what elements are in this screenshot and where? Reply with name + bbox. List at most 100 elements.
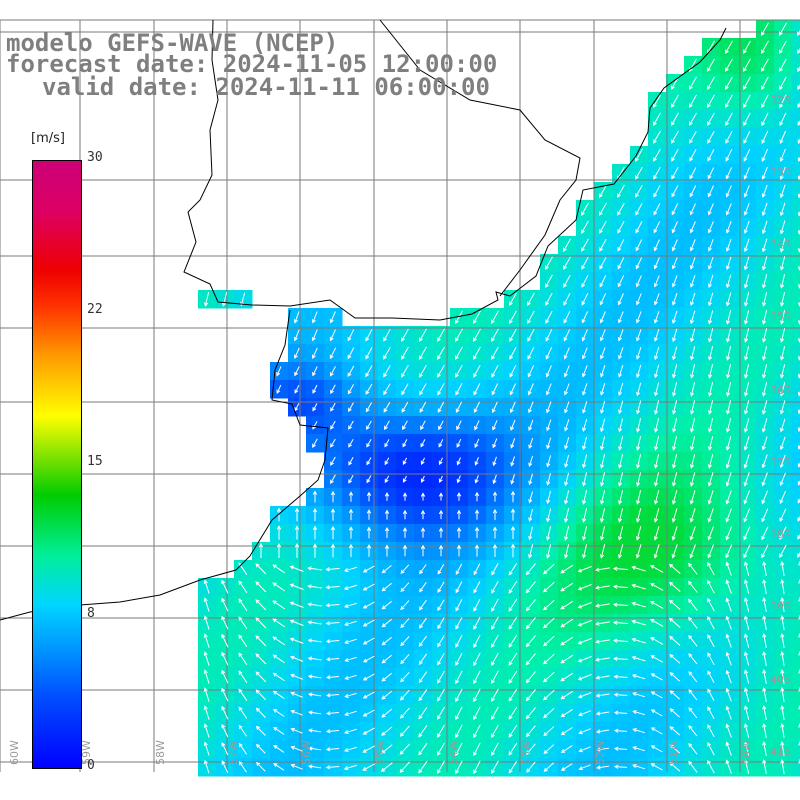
wind-arrow — [456, 527, 462, 538]
wind-arrow — [632, 710, 645, 716]
wind-arrow — [797, 156, 800, 163]
wind-arrow — [438, 420, 444, 431]
wind-arrow — [420, 420, 426, 431]
wind-arrow — [779, 526, 787, 541]
wind-arrow — [473, 670, 481, 685]
wind-arrow — [725, 490, 732, 505]
wind-arrow — [761, 202, 768, 217]
wind-cell — [792, 524, 800, 543]
wind-arrow — [582, 401, 588, 414]
wind-arrow — [307, 602, 322, 607]
wind-arrow — [617, 508, 624, 523]
wind-arrow — [707, 544, 715, 559]
wind-arrow — [563, 274, 571, 288]
wind-arrow — [612, 566, 629, 571]
wind-arrow — [707, 579, 715, 594]
wind-arrow — [294, 543, 300, 558]
wind-arrow — [473, 634, 481, 649]
wind-arrow — [348, 543, 354, 558]
wind-arrow — [631, 655, 646, 662]
wind-speed-cells — [198, 20, 800, 777]
wind-arrow — [221, 633, 229, 648]
wind-arrow — [761, 238, 768, 253]
wind-arrow — [560, 564, 574, 574]
wind-arrow — [383, 328, 391, 342]
wind-arrow — [474, 491, 480, 502]
wind-arrow — [653, 508, 660, 523]
wind-arrow — [600, 383, 606, 396]
wind-arrow — [707, 634, 715, 648]
wind-arrow — [797, 138, 800, 145]
wind-arrow — [742, 58, 751, 73]
wind-arrow — [708, 400, 714, 415]
wind-arrow — [707, 167, 715, 180]
wind-arrow — [653, 544, 660, 559]
wind-arrow — [419, 364, 427, 378]
wind-arrow — [525, 581, 536, 594]
wind-arrow — [649, 583, 664, 591]
wind-arrow — [707, 526, 714, 541]
wind-arrow — [762, 723, 767, 738]
wind-arrow — [293, 311, 300, 324]
wind-arrow — [272, 636, 286, 646]
wind-arrow — [779, 220, 786, 235]
wind-arrow — [307, 656, 322, 661]
wind-arrow — [725, 238, 732, 252]
wind-arrow — [671, 454, 678, 469]
wind-arrow — [437, 401, 445, 413]
wind-arrow — [294, 384, 300, 394]
wind-arrow — [668, 617, 681, 628]
wind-arrow — [779, 94, 787, 109]
wind-arrow — [671, 526, 678, 541]
longitude-label: 56W — [300, 740, 313, 765]
wind-arrow — [578, 728, 591, 735]
wind-arrow — [527, 328, 535, 342]
wind-cell — [792, 668, 800, 687]
wind-arrow — [762, 561, 767, 576]
wind-cell — [792, 632, 800, 651]
wind-arrow — [670, 94, 679, 109]
wind-arrow — [596, 747, 609, 752]
wind-arrow — [688, 742, 698, 755]
wind-arrow — [491, 383, 499, 396]
wind-arrow — [761, 112, 769, 127]
coastline — [183, 19, 727, 321]
wind-arrow — [780, 561, 785, 576]
wind-arrow — [325, 585, 340, 590]
wind-arrow — [707, 597, 715, 612]
wind-arrow — [419, 383, 427, 396]
wind-arrow — [436, 688, 445, 702]
wind-arrow — [636, 418, 642, 433]
wind-arrow — [797, 480, 800, 486]
wind-arrow — [528, 437, 534, 449]
wind-arrow — [688, 634, 698, 647]
wind-arrow — [508, 724, 518, 738]
wind-arrow — [578, 710, 592, 717]
wind-arrow — [365, 347, 373, 360]
wind-arrow — [401, 383, 409, 396]
wind-arrow — [343, 764, 358, 771]
wind-arrow — [307, 584, 322, 589]
wind-arrow — [595, 603, 610, 608]
wind-arrow — [381, 582, 392, 592]
wind-arrow — [255, 689, 267, 701]
wind-arrow — [706, 58, 715, 73]
wind-arrow — [599, 329, 606, 342]
wind-arrow — [743, 741, 750, 756]
wind-arrow — [491, 634, 499, 649]
wind-arrow — [726, 382, 732, 397]
wind-arrow — [707, 256, 714, 270]
wind-arrow — [455, 364, 463, 378]
wind-arrow — [510, 525, 516, 539]
wind-arrow — [381, 672, 393, 682]
wind-arrow — [343, 746, 358, 752]
wind-arrow — [761, 508, 769, 523]
wind-arrow — [743, 167, 750, 180]
wind-arrow — [688, 671, 698, 683]
wind-arrow — [492, 491, 498, 502]
wind-arrow — [545, 328, 553, 342]
longitude-label: 50W — [740, 740, 753, 765]
wind-arrow — [563, 383, 570, 396]
wind-arrow — [618, 436, 624, 451]
wind-arrow — [744, 328, 750, 343]
